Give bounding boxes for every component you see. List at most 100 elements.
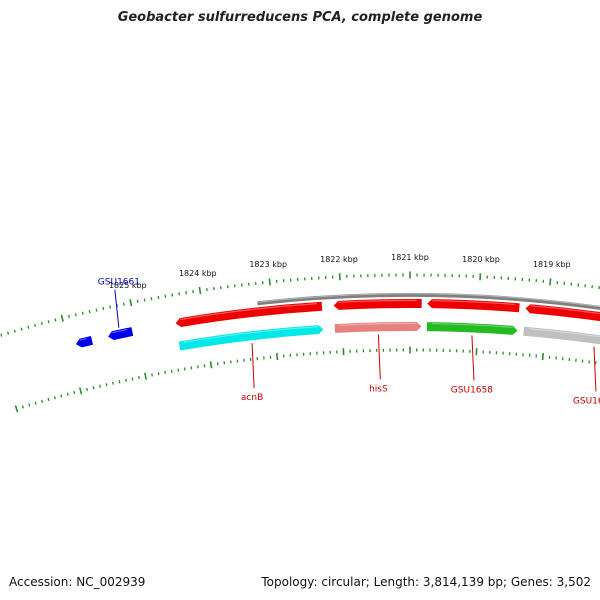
inner-tick — [28, 403, 31, 407]
outer-tick — [171, 293, 174, 297]
outer-tick — [122, 302, 125, 306]
inner-tick — [125, 378, 127, 382]
genome-backbone — [257, 292, 600, 311]
inner-tick — [53, 396, 56, 400]
inner-tick-major — [541, 353, 545, 361]
outer-tick — [81, 311, 84, 315]
inner-tick — [92, 386, 95, 390]
outer-tick — [143, 298, 146, 302]
gene-GSU1657-outer[interactable] — [525, 304, 600, 332]
inner-tick — [86, 387, 89, 391]
gene-label[interactable]: GSU1657 — [573, 397, 600, 407]
outer-tick — [34, 323, 37, 328]
gene-highlight — [530, 305, 600, 315]
outer-tick — [109, 305, 112, 309]
outer-tick — [95, 308, 98, 312]
gene-label-leader — [377, 334, 381, 380]
gene-hisS[interactable] — [334, 322, 422, 334]
gene-hisS-outer[interactable] — [333, 298, 422, 310]
outer-tick — [40, 321, 43, 326]
gene-highlight — [432, 300, 515, 305]
gene-highlight — [431, 323, 514, 328]
kbp-tick-label: 1821 kbp — [391, 253, 429, 262]
outer-tick — [68, 314, 71, 319]
inner-tick-major — [209, 361, 213, 369]
outer-tick — [164, 294, 167, 298]
gene-label[interactable]: acnB — [241, 393, 263, 403]
inner-tick — [118, 380, 121, 384]
kbp-tick-label: 1822 kbp — [320, 255, 358, 264]
outer-tick — [47, 320, 50, 324]
inner-tick — [47, 397, 50, 402]
gene-label-leader — [471, 335, 475, 381]
outer-tick — [7, 331, 10, 335]
inner-tick — [105, 383, 108, 387]
outer-tick-major — [549, 278, 552, 286]
outer-tick-major — [60, 314, 64, 322]
gene-highlight — [112, 328, 128, 334]
inner-tick — [151, 373, 153, 377]
inner-tick-major — [275, 353, 279, 361]
kbp-tick-label: 1819 kbp — [533, 260, 571, 269]
outer-tick — [27, 325, 30, 329]
outer-tick-major — [268, 278, 271, 286]
gene-GSU1657[interactable] — [523, 326, 600, 354]
gene-label-leader — [114, 289, 120, 328]
inner-tick — [170, 369, 173, 373]
outer-tick — [0, 333, 3, 337]
map-title: Geobacter sulfurreducens PCA, complete g… — [117, 10, 483, 25]
inner-tick-major — [144, 372, 148, 380]
inner-tick — [164, 370, 167, 375]
inner-tick — [131, 377, 134, 381]
gene-label-leader — [251, 343, 255, 389]
gene-label[interactable]: GSU1661 — [98, 278, 140, 288]
gene-highlight — [183, 326, 319, 343]
outer-tick — [136, 299, 139, 303]
gene-highlight — [179, 303, 317, 321]
inner-tick — [183, 367, 186, 371]
gene-GSU1658[interactable] — [426, 322, 518, 335]
outer-tick — [88, 310, 91, 314]
gene-highlight — [339, 322, 417, 326]
kbp-tick-label: 1824 kbp — [179, 269, 217, 278]
kbp-tick-label: 1825 kbp — [109, 281, 147, 290]
kbp-tick-label: 1820 kbp — [462, 255, 500, 264]
inner-tick — [99, 384, 102, 388]
outer-tick — [13, 329, 16, 333]
kbp-tick-label: 1823 kbp — [249, 260, 287, 269]
outer-tick — [157, 295, 160, 300]
outer-tick-major — [198, 287, 202, 295]
gene-GSU1658-outer[interactable] — [427, 299, 520, 313]
genome-backbone-highlight — [257, 293, 600, 308]
gene-acnB[interactable] — [178, 325, 324, 351]
outer-tick — [74, 313, 77, 317]
inner-tick — [157, 372, 160, 376]
inner-tick — [73, 390, 76, 395]
inner-tick — [177, 368, 180, 372]
inner-tick — [21, 405, 24, 409]
accession-text: Accession: NC_002939 — [9, 575, 146, 589]
inner-tick-major — [14, 405, 19, 413]
outer-tick — [54, 318, 57, 322]
inner-tick — [138, 375, 140, 380]
gene-highlight — [79, 337, 87, 341]
outer-tick — [150, 297, 153, 301]
outer-tick-major — [129, 299, 133, 307]
inner-tick — [60, 394, 63, 398]
inner-tick-major — [78, 387, 83, 395]
gene-label-leader — [593, 346, 597, 392]
gene-highlight — [528, 328, 600, 338]
gene-GSU1662[interactable] — [75, 335, 94, 348]
inner-tick — [34, 401, 37, 405]
gene-acnB-outer[interactable] — [175, 301, 323, 328]
outer-tick — [102, 306, 105, 311]
gene-highlight — [338, 299, 417, 303]
outer-tick — [20, 327, 23, 331]
inner-tick — [41, 399, 44, 403]
gene-label[interactable]: GSU1658 — [451, 385, 493, 395]
gene-label[interactable]: hisS — [369, 384, 388, 394]
gene-GSU1661[interactable] — [108, 327, 134, 340]
topology-summary: Topology: circular; Length: 3,814,139 bp… — [261, 575, 591, 589]
